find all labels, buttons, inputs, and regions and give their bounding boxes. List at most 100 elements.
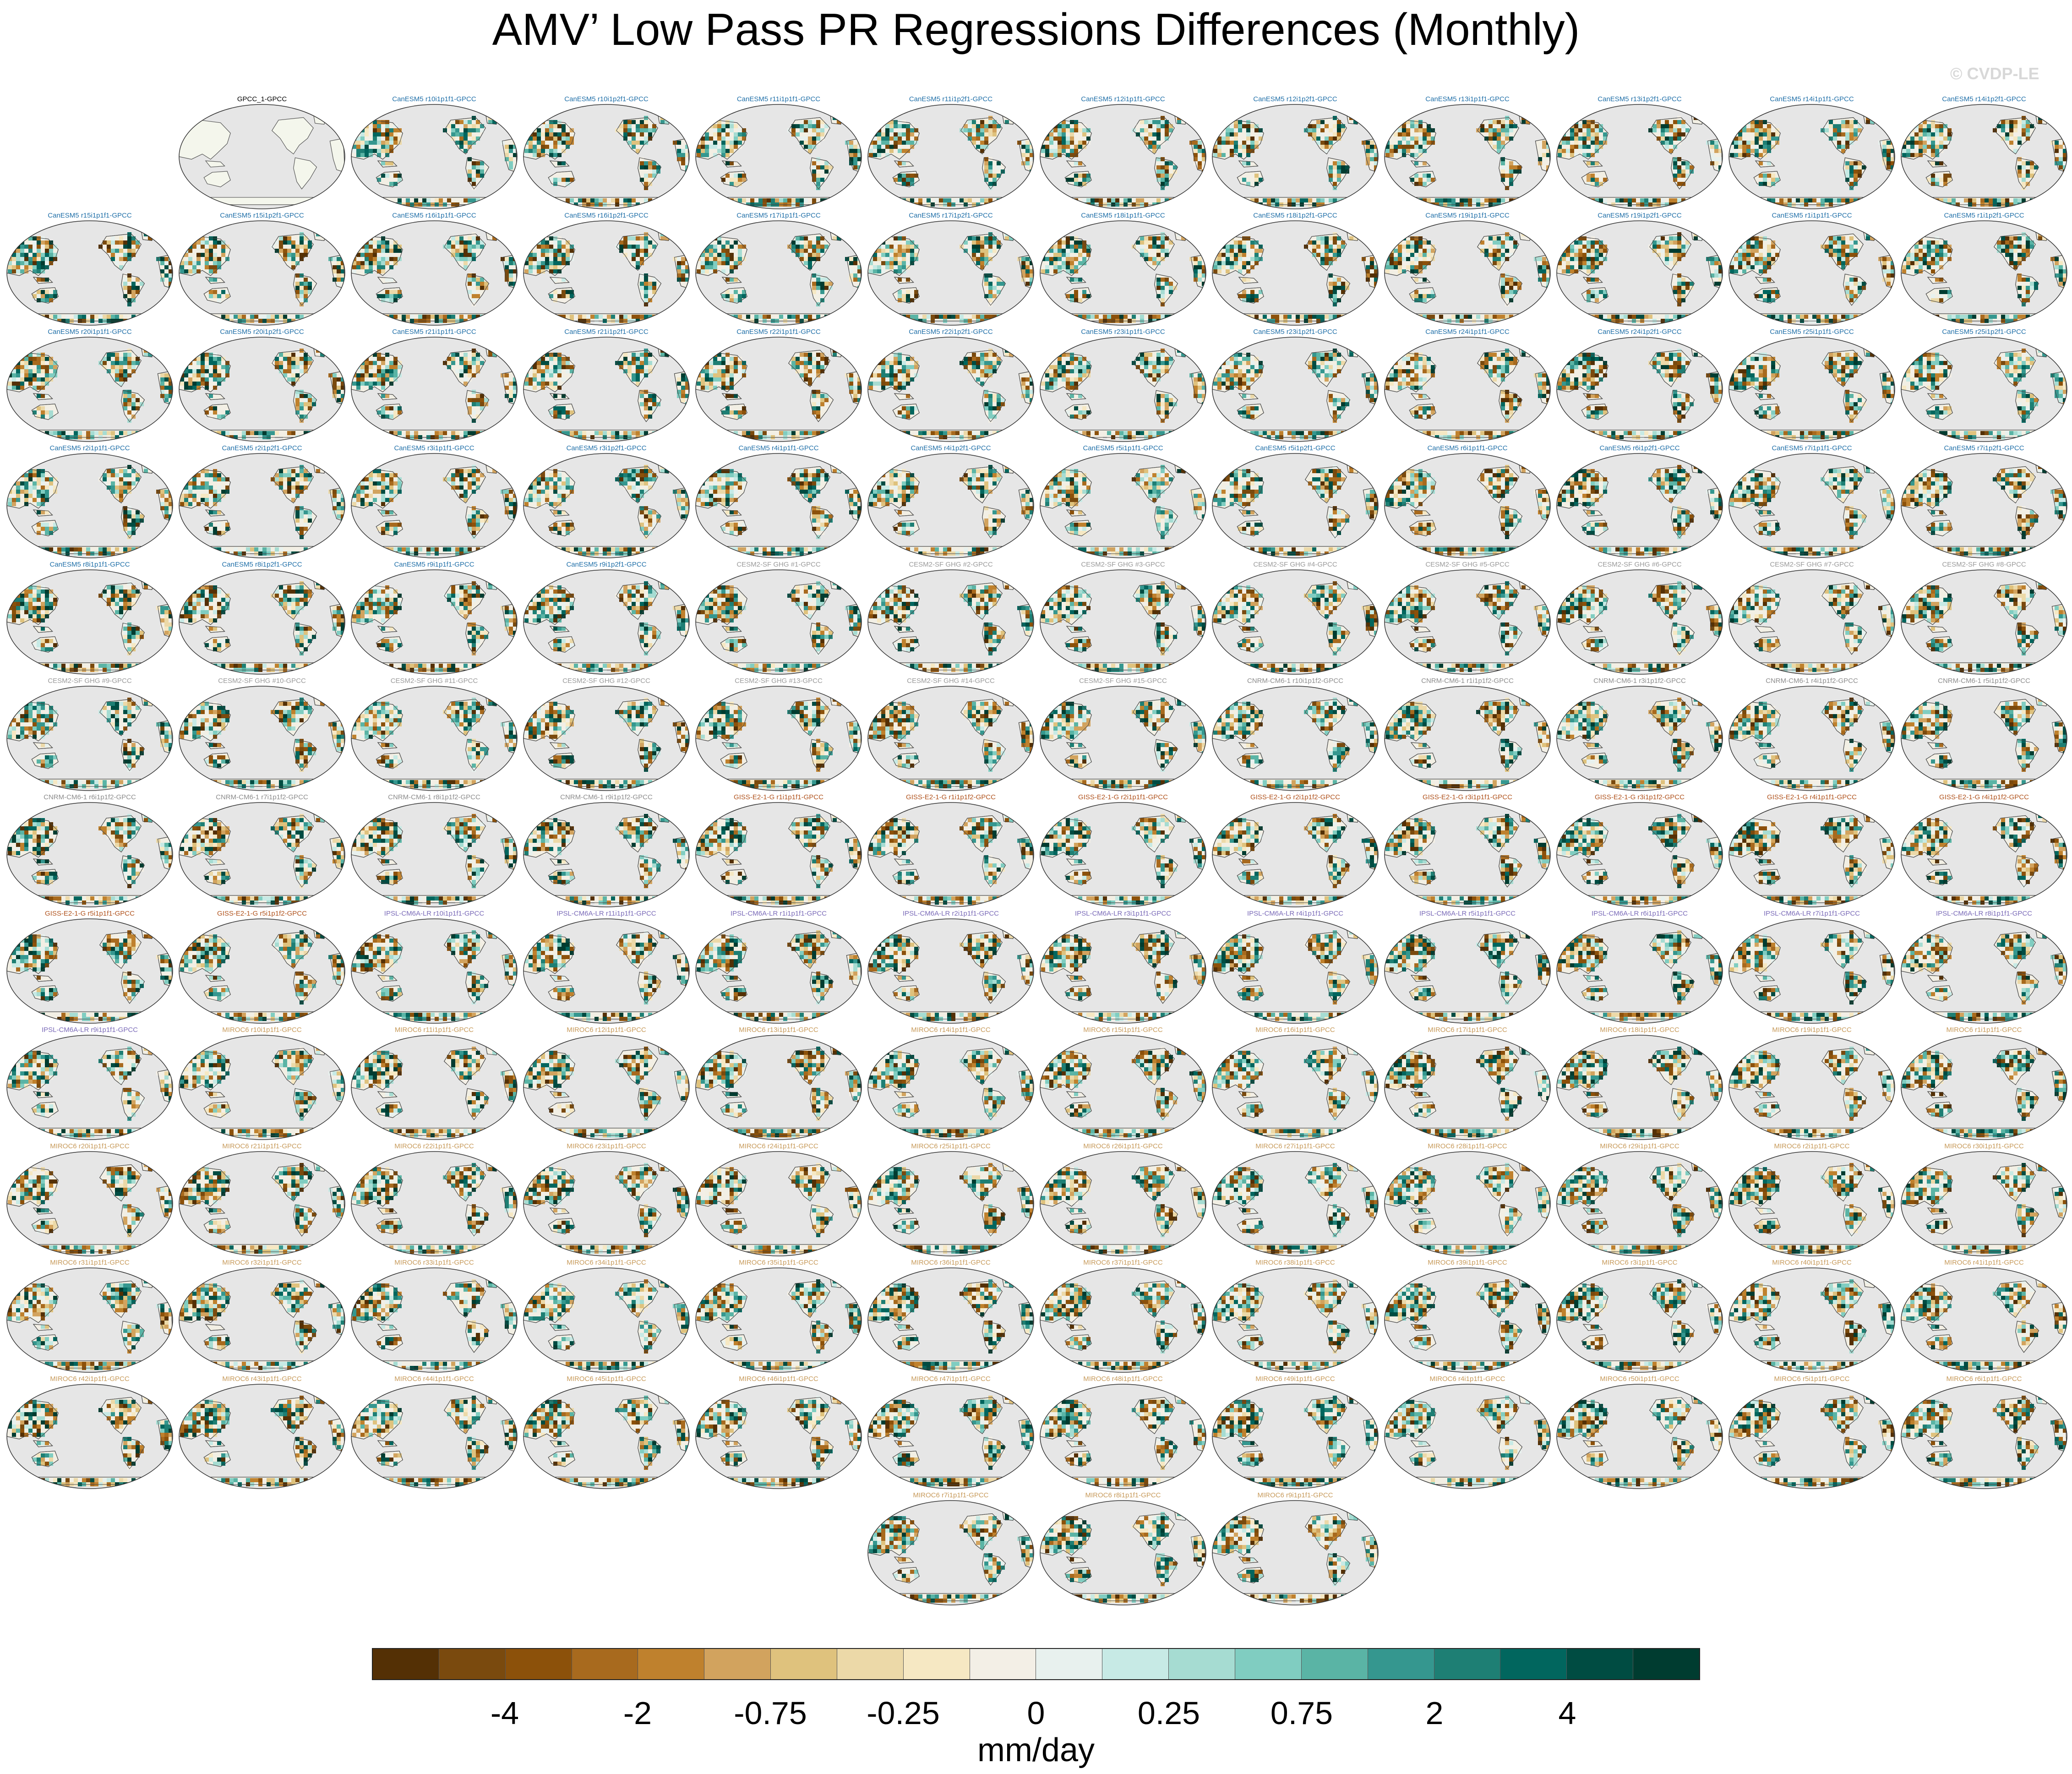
anomaly-cell [1385,128,1390,132]
anomaly-cell [1418,261,1423,265]
map-globe [179,220,345,326]
anomaly-cell [1870,236,1874,240]
anomaly-cell [557,132,562,136]
anomaly-cell [1041,245,1045,249]
globe-border [1212,104,1379,209]
anomaly-cell [796,249,800,253]
anomaly-cell [1526,232,1530,236]
anomaly-cell [1250,294,1254,298]
anomaly-cell [1078,202,1082,207]
anomaly-cell [1406,257,1410,261]
anomaly-cell [1144,240,1148,245]
anomaly-cell [906,141,910,145]
anomaly-cell [37,294,41,298]
anomaly-cell [812,245,816,249]
anomaly-cell [1755,145,1759,149]
anomaly-cell [1198,149,1202,153]
anomaly-cell [976,132,980,136]
anomaly-cell [480,165,484,169]
anomaly-cell [1509,198,1513,202]
anomaly-cell [1414,153,1418,157]
anomaly-cell [1165,315,1169,319]
anomaly-cell [213,253,217,257]
anomaly-cell [545,120,549,124]
anomaly-cell [775,315,779,319]
anomaly-cell [45,315,49,319]
anomaly-cell [1755,120,1759,124]
anomaly-cell [1755,153,1759,157]
anomaly-cell [53,245,57,249]
anomaly-cell [360,132,365,136]
anomaly-cell [730,265,734,269]
anomaly-cell [455,128,459,132]
anomaly-cell [873,145,877,149]
anomaly-cell [1513,245,1517,249]
anomaly-cell [1542,269,1546,273]
anomaly-cell [1665,257,1669,261]
anomaly-cell [1058,136,1062,141]
anomaly-cell [1213,269,1217,273]
anomaly-cell [742,132,746,136]
anomaly-cell [1095,198,1099,202]
anomaly-cell [1497,120,1501,124]
anomaly-cell [705,269,709,273]
anomaly-cell [369,153,373,157]
anomaly-cell [853,157,857,161]
anomaly-cell [709,257,713,261]
anomaly-cell [1771,145,1775,149]
anomaly-cell [1542,278,1546,282]
anomaly-cell [1062,132,1066,136]
anomaly-cell [291,265,295,269]
anomaly-cell [381,257,385,261]
anomaly-cell [1763,128,1767,132]
anomaly-cell [557,261,562,265]
anomaly-cell [1053,245,1058,249]
anomaly-cell [127,236,131,240]
anomaly-cell [1021,273,1025,278]
anomaly-cell [1156,157,1161,161]
anomaly-cell [1062,145,1066,149]
anomaly-cell [562,161,566,165]
anomaly-cell [1582,315,1587,319]
anomaly-cell [1755,245,1759,249]
anomaly-cell [1406,240,1410,245]
anomaly-cell [713,128,717,132]
anomaly-cell [1341,319,1345,323]
anomaly-cell [1086,294,1091,298]
anomaly-cell [648,245,652,249]
anomaly-cell [677,149,681,153]
anomaly-cell [468,124,472,128]
anomaly-cell [201,245,205,249]
anomaly-cell [1849,136,1854,141]
anomaly-cell [1148,198,1152,202]
anomaly-cell [472,253,476,257]
anomaly-cell [221,245,225,249]
anomaly-cell [304,278,308,282]
anomaly-cell [1418,124,1423,128]
anomaly-cell [1165,136,1169,141]
anomaly-cell [205,236,209,240]
anomaly-cell [910,128,914,132]
anomaly-cell [1566,240,1570,245]
anomaly-cell [1320,315,1325,319]
anomaly-cell [1923,149,1927,153]
anomaly-cell [1587,257,1591,261]
anomaly-cell [1082,174,1086,178]
coastline [1581,287,1609,304]
anomaly-cell [721,245,725,249]
anomaly-cell [1374,153,1378,157]
anomaly-cell [1128,198,1132,202]
anomaly-cell [1053,145,1058,149]
anomaly-cell [1661,128,1665,132]
anomaly-cell [1681,161,1685,165]
anomaly-cell [562,149,566,153]
anomaly-cell [529,136,533,141]
anomaly-cell [381,202,385,207]
anomaly-cell [1066,124,1070,128]
anomaly-cell [1398,141,1402,145]
anomaly-cell [275,249,279,253]
anomaly-cell [365,132,369,136]
anomaly-cell [1161,124,1165,128]
anomaly-cell [820,120,824,124]
anomaly-cell [1132,315,1136,319]
